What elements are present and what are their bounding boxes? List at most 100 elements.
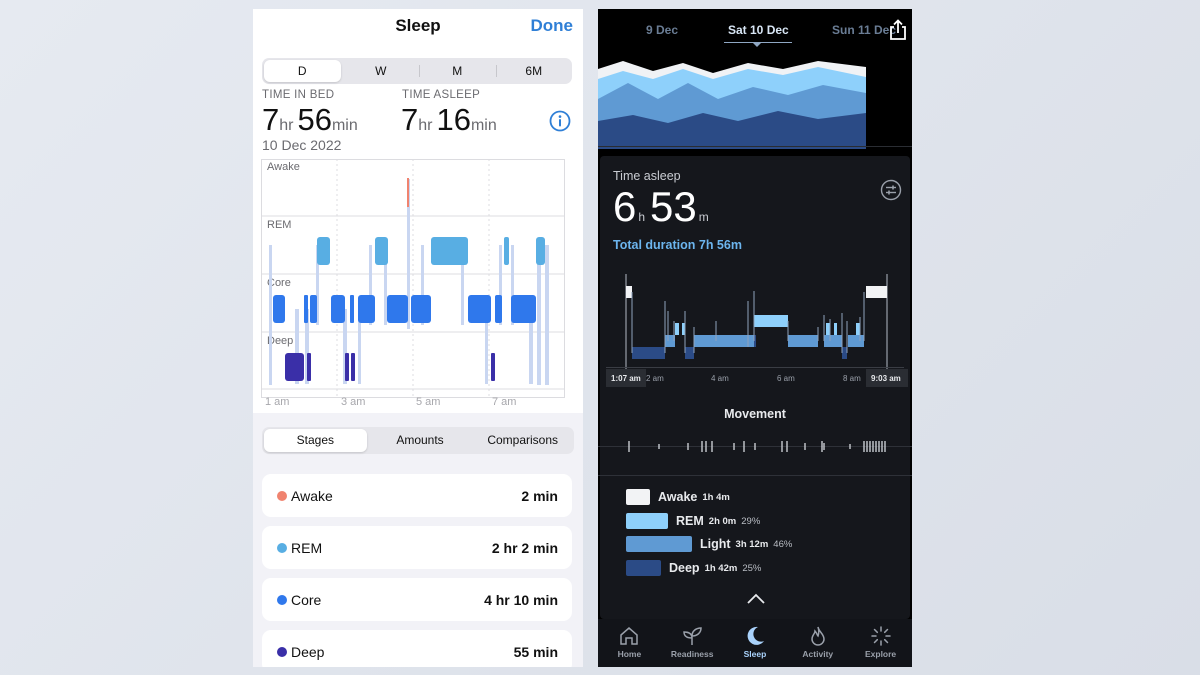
tick-start: 1:07 am (611, 374, 641, 383)
legend-name: Deep (669, 561, 700, 575)
sliders-adjust-icon[interactable] (880, 179, 902, 201)
rem-dot-icon (277, 543, 287, 553)
sleep-summary-card: Sleep Done D W M 6M TIME IN BED 7hr 56min… (253, 9, 583, 413)
deep-swatch (626, 560, 661, 576)
legend-duration: 2h 0m (708, 515, 737, 527)
view-segmented-control: Stages Amounts Comparisons (262, 427, 574, 454)
stage-value: 2 hr 2 min (491, 540, 558, 556)
awake-dot-icon (277, 491, 287, 501)
time-asleep-label: TIME ASLEEP (402, 89, 481, 101)
tab-activity[interactable]: Activity (786, 619, 849, 667)
range-tab-day[interactable]: D (264, 60, 341, 82)
tick-4am: 4 am (711, 374, 729, 383)
range-tab-month[interactable]: M (419, 60, 496, 82)
tab-comparisons[interactable]: Comparisons (487, 433, 559, 447)
sparkle-explore-icon (870, 626, 891, 646)
tab-label: Readiness (670, 649, 714, 659)
legend-duration: 3h 12m (735, 538, 769, 550)
stage-name: Awake (291, 488, 333, 504)
sleep-hypnogram: 1:07 am 2 am 4 am 6 am 8 am 9:03 am (606, 274, 908, 387)
time-asleep-minutes: 53 (650, 183, 697, 230)
day-prev[interactable]: 9 Dec (646, 23, 679, 37)
x-tick-7am: 7 am (492, 396, 516, 405)
row-label-core: Core (267, 277, 291, 289)
stage-row-awake[interactable]: Awake 2 min (262, 474, 572, 517)
legend-name: Light (700, 537, 731, 551)
time-asleep-hours: 7 (401, 102, 419, 137)
tab-stages[interactable]: Stages (264, 429, 367, 452)
x-tick-1am: 1 am (265, 396, 289, 405)
time-asleep-hr-unit: hr (418, 117, 433, 134)
sprout-icon (683, 627, 702, 645)
legend-percent: 29% (741, 515, 761, 527)
share-icon[interactable] (888, 19, 908, 41)
day-current[interactable]: Sat 10 Dec (728, 23, 789, 37)
legend-deep: Deep 1h 42m 25% (626, 560, 761, 576)
legend-name: Awake (658, 490, 698, 504)
date-label: 10 Dec 2022 (262, 137, 342, 153)
time-in-bed-hr-unit: hr (279, 117, 294, 134)
time-in-bed-minutes: 56 (297, 102, 332, 137)
range-tab-week[interactable]: W (375, 64, 387, 78)
row-label-deep: Deep (267, 335, 293, 347)
rem-swatch (626, 513, 668, 529)
time-in-bed-value: 7hr 56min (262, 102, 362, 138)
legend-percent: 25% (742, 562, 762, 574)
total-duration: Total duration 7h 56m (613, 238, 742, 252)
core-segments (273, 295, 536, 323)
stage-row-rem[interactable]: REM 2 hr 2 min (262, 526, 572, 569)
tick-end: 9:03 am (871, 374, 901, 383)
time-in-bed-label: TIME IN BED (262, 89, 335, 101)
bottom-tab-bar: Home Readiness Sleep Activity (598, 619, 912, 667)
stage-value: 2 min (521, 488, 558, 504)
chevron-up-icon[interactable] (746, 593, 766, 605)
tab-home[interactable]: Home (598, 619, 661, 667)
tab-readiness[interactable]: Readiness (661, 619, 724, 667)
time-in-bed-hours: 7 (262, 102, 280, 137)
page-title: Sleep (395, 16, 441, 35)
stage-name: REM (291, 540, 323, 556)
time-asleep-value: 7hr 16min (401, 102, 501, 138)
row-label-awake: Awake (267, 161, 300, 173)
time-in-bed-min-unit: min (331, 117, 358, 134)
stage-connectors (269, 179, 549, 385)
day-caret-icon (752, 42, 762, 47)
row-label-rem: REM (267, 219, 291, 231)
day-next[interactable]: Sun 11 Dec (832, 23, 897, 37)
tab-label: Sleep (743, 649, 767, 659)
stage-value: 55 min (513, 644, 558, 660)
awake-segments (407, 178, 409, 207)
time-asleep-value: 6 h 53 m (613, 183, 714, 231)
done-button[interactable]: Done (530, 16, 574, 35)
deep-dot-icon (277, 647, 287, 657)
weekly-sleep-area-chart (598, 49, 912, 149)
stage-row-core[interactable]: Core 4 hr 10 min (262, 578, 572, 621)
flame-icon (811, 626, 825, 646)
tab-explore[interactable]: Explore (849, 619, 912, 667)
movement-title: Movement (724, 407, 786, 421)
legend-awake: Awake 1h 4m (626, 489, 735, 505)
home-icon (620, 627, 639, 645)
light-swatch (626, 536, 692, 552)
awake-swatch (626, 489, 650, 505)
tab-label: Explore (864, 649, 897, 659)
stage-name: Deep (291, 644, 325, 660)
day-selector: 9 Dec Sat 10 Dec Sun 11 Dec (598, 9, 912, 49)
core-dot-icon (277, 595, 287, 605)
range-segmented-control: D W M 6M (262, 58, 572, 84)
tab-label: Home (617, 649, 642, 659)
apple-health-sleep-screen: Sleep Done D W M 6M TIME IN BED 7hr 56min… (253, 9, 583, 667)
legend-percent: 46% (773, 538, 793, 550)
tab-label: Activity (802, 649, 834, 659)
sleep-stages-chart: Awake REM Core Deep (261, 159, 565, 405)
time-asleep-minutes: 16 (436, 102, 471, 137)
legend-light: Light 3h 12m 46% (626, 536, 792, 552)
tab-sleep[interactable]: Sleep (724, 619, 787, 667)
tab-amounts[interactable]: Amounts (396, 433, 444, 447)
legend-duration: 1h 4m (702, 491, 730, 503)
range-tab-6-months[interactable]: 6M (495, 60, 573, 82)
stage-row-deep[interactable]: Deep 55 min (262, 630, 572, 667)
info-icon[interactable] (549, 110, 571, 132)
stage-name: Core (291, 592, 322, 608)
time-asleep-label: Time asleep (613, 169, 681, 183)
